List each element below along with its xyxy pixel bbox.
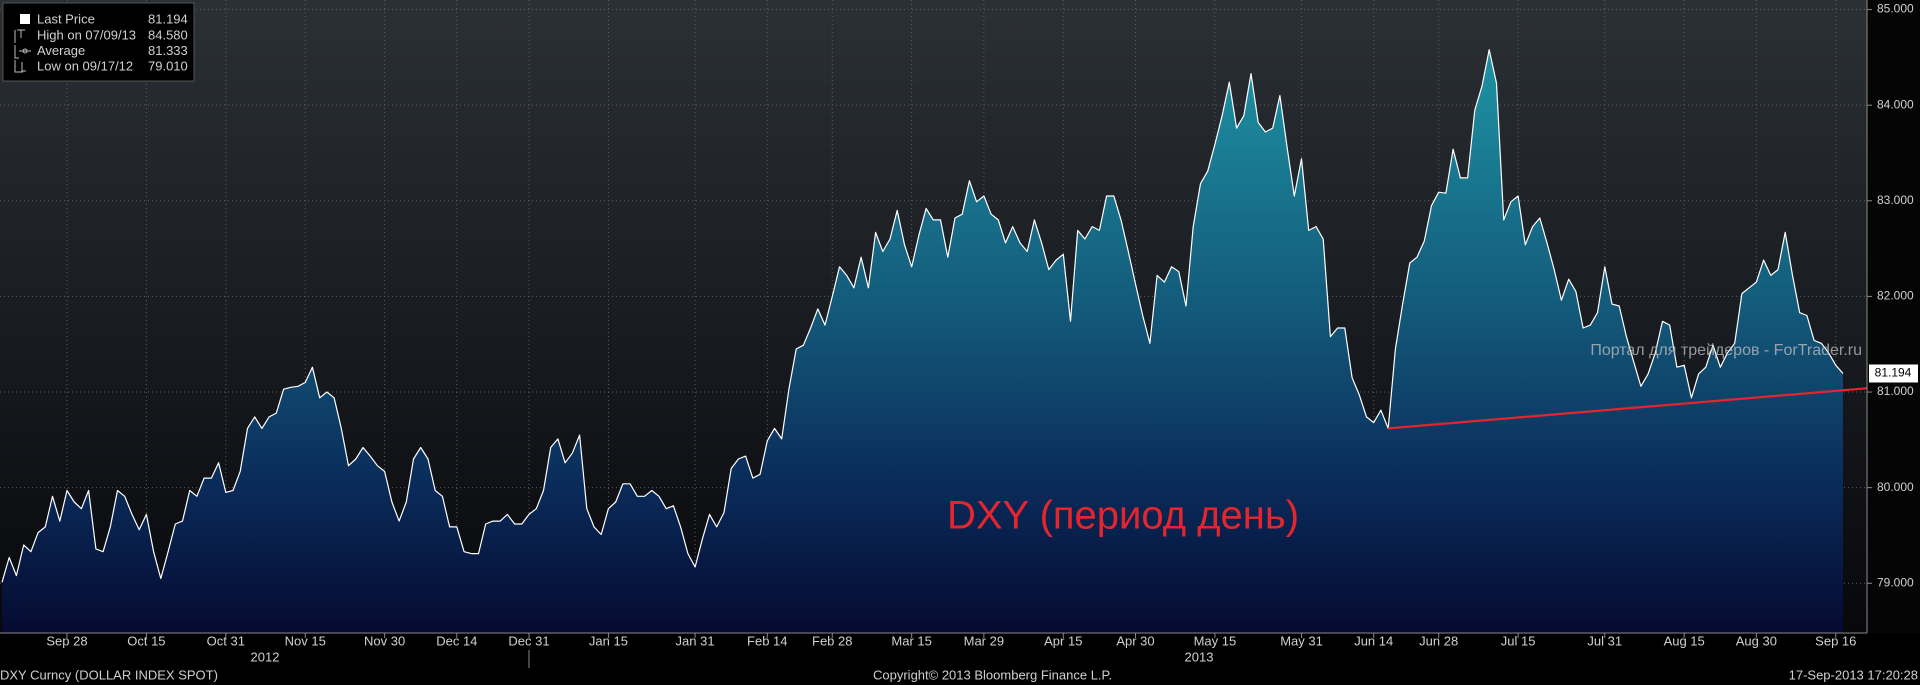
x-group-label: 2013 [1185,649,1214,664]
x-group-label: 2012 [251,649,280,664]
area-fill [2,49,1843,633]
y-tick-label: 80.000 [1877,480,1914,494]
x-tick-label: Sep 28 [46,633,87,648]
y-tick-label: 82.000 [1877,289,1914,303]
x-tick-label: Apr 15 [1044,633,1082,648]
x-tick-label: Dec 31 [508,633,549,648]
x-tick-label: Jan 31 [676,633,715,648]
x-tick-label: Dec 14 [436,633,477,648]
x-tick-label: Jan 15 [589,633,628,648]
footer-left: DXY Curncy (DOLLAR INDEX SPOT) [0,667,218,682]
x-tick-label: Mar 29 [964,633,1004,648]
x-tick-label: Jul 15 [1501,633,1536,648]
x-tick-label: Sep 16 [1815,633,1856,648]
x-tick-label: Mar 15 [891,633,931,648]
x-tick-label: Nov 30 [364,633,405,648]
footer-center: Copyright© 2013 Bloomberg Finance L.P. [873,667,1112,682]
x-axis-background [0,633,1920,685]
last-price-marker [1869,364,1918,383]
annotation: DXY (период день) [947,494,1299,538]
y-axis-background [1867,0,1920,633]
legend-label: High on 07/09/13 [37,27,136,42]
x-tick-label: Apr 30 [1116,633,1154,648]
legend-icon [14,60,26,73]
x-tick-label: Feb 28 [812,633,852,648]
x-tick-label: May 31 [1280,633,1323,648]
x-tick-label: Oct 15 [127,633,165,648]
x-tick-label: May 15 [1194,633,1237,648]
legend-icon [14,29,25,43]
x-tick-label: Jul 31 [1587,633,1622,648]
legend: Last Price 81.194 High on 07/09/13 84.580… [2,2,195,82]
y-tick-label: 79.000 [1877,575,1914,589]
data [1,49,1868,633]
x-tick-label: Nov 15 [285,633,326,648]
legend-value: 81.194 [148,11,188,26]
y-tick-label: 85.000 [1877,2,1914,16]
x-tick-label: Aug 15 [1664,633,1705,648]
trendline [1388,387,1868,430]
legend-icon [20,14,30,24]
y-tick-label: 83.000 [1877,193,1914,207]
x-tick-label: Aug 30 [1736,633,1777,648]
legend-label: Low on 09/17/12 [37,58,133,73]
legend-box [2,2,195,82]
legend-icon [14,45,31,59]
axes: 79.000 80.000 81.000 82.000 83.000 84.000 85.0… [0,0,1918,668]
x-tick-label: Feb 14 [747,633,787,648]
x-tick-label: Oct 31 [207,633,245,648]
footer-right: 17-Sep-2013 17:20:28 [1789,667,1918,682]
x-tick-label: Jun 14 [1354,633,1393,648]
watermark: Портал для трейдеров - ForTrader.ru [1590,342,1862,359]
price-line [1,49,1844,583]
legend-label: Average [37,43,85,58]
y-tick-label: 84.000 [1877,97,1914,111]
y-tick-label: 81.000 [1877,384,1914,398]
x-tick-label: Jun 28 [1419,633,1458,648]
legend-label: Last Price [37,11,95,26]
legend-value: 84.580 [148,27,188,42]
legend-value: 79.010 [148,58,188,73]
last-price-label: 81.194 [1875,366,1912,380]
legend-value: 81.333 [148,43,188,58]
